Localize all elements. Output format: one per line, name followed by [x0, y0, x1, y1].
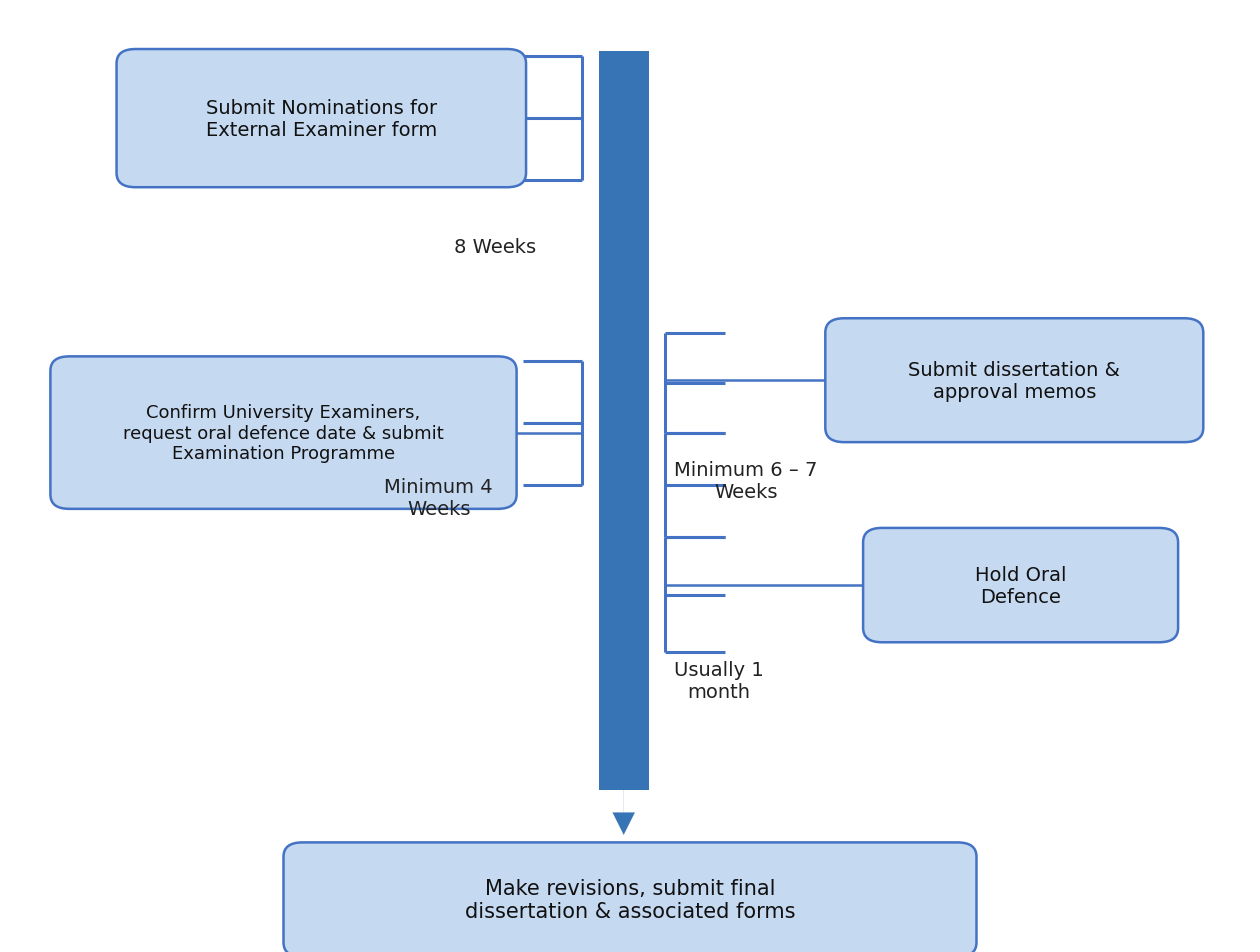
- Text: 8 Weeks: 8 Weeks: [454, 238, 536, 257]
- FancyBboxPatch shape: [825, 319, 1203, 443]
- Text: Hold Oral
Defence: Hold Oral Defence: [975, 565, 1066, 606]
- FancyBboxPatch shape: [50, 357, 517, 509]
- Text: Submit dissertation &
approval memos: Submit dissertation & approval memos: [908, 360, 1120, 402]
- Text: Submit Nominations for
External Examiner form: Submit Nominations for External Examiner…: [205, 98, 437, 140]
- Text: Minimum 6 – 7
Weeks: Minimum 6 – 7 Weeks: [674, 460, 818, 502]
- Text: Make revisions, submit final
dissertation & associated forms: Make revisions, submit final dissertatio…: [465, 878, 795, 922]
- FancyBboxPatch shape: [117, 50, 527, 188]
- Text: Minimum 4
Weeks: Minimum 4 Weeks: [384, 477, 493, 519]
- FancyBboxPatch shape: [863, 528, 1178, 643]
- Text: Usually 1
month: Usually 1 month: [674, 660, 764, 702]
- Text: Confirm University Examiners,
request oral defence date & submit
Examination Pro: Confirm University Examiners, request or…: [123, 404, 444, 463]
- FancyBboxPatch shape: [598, 52, 649, 790]
- FancyBboxPatch shape: [284, 843, 976, 952]
